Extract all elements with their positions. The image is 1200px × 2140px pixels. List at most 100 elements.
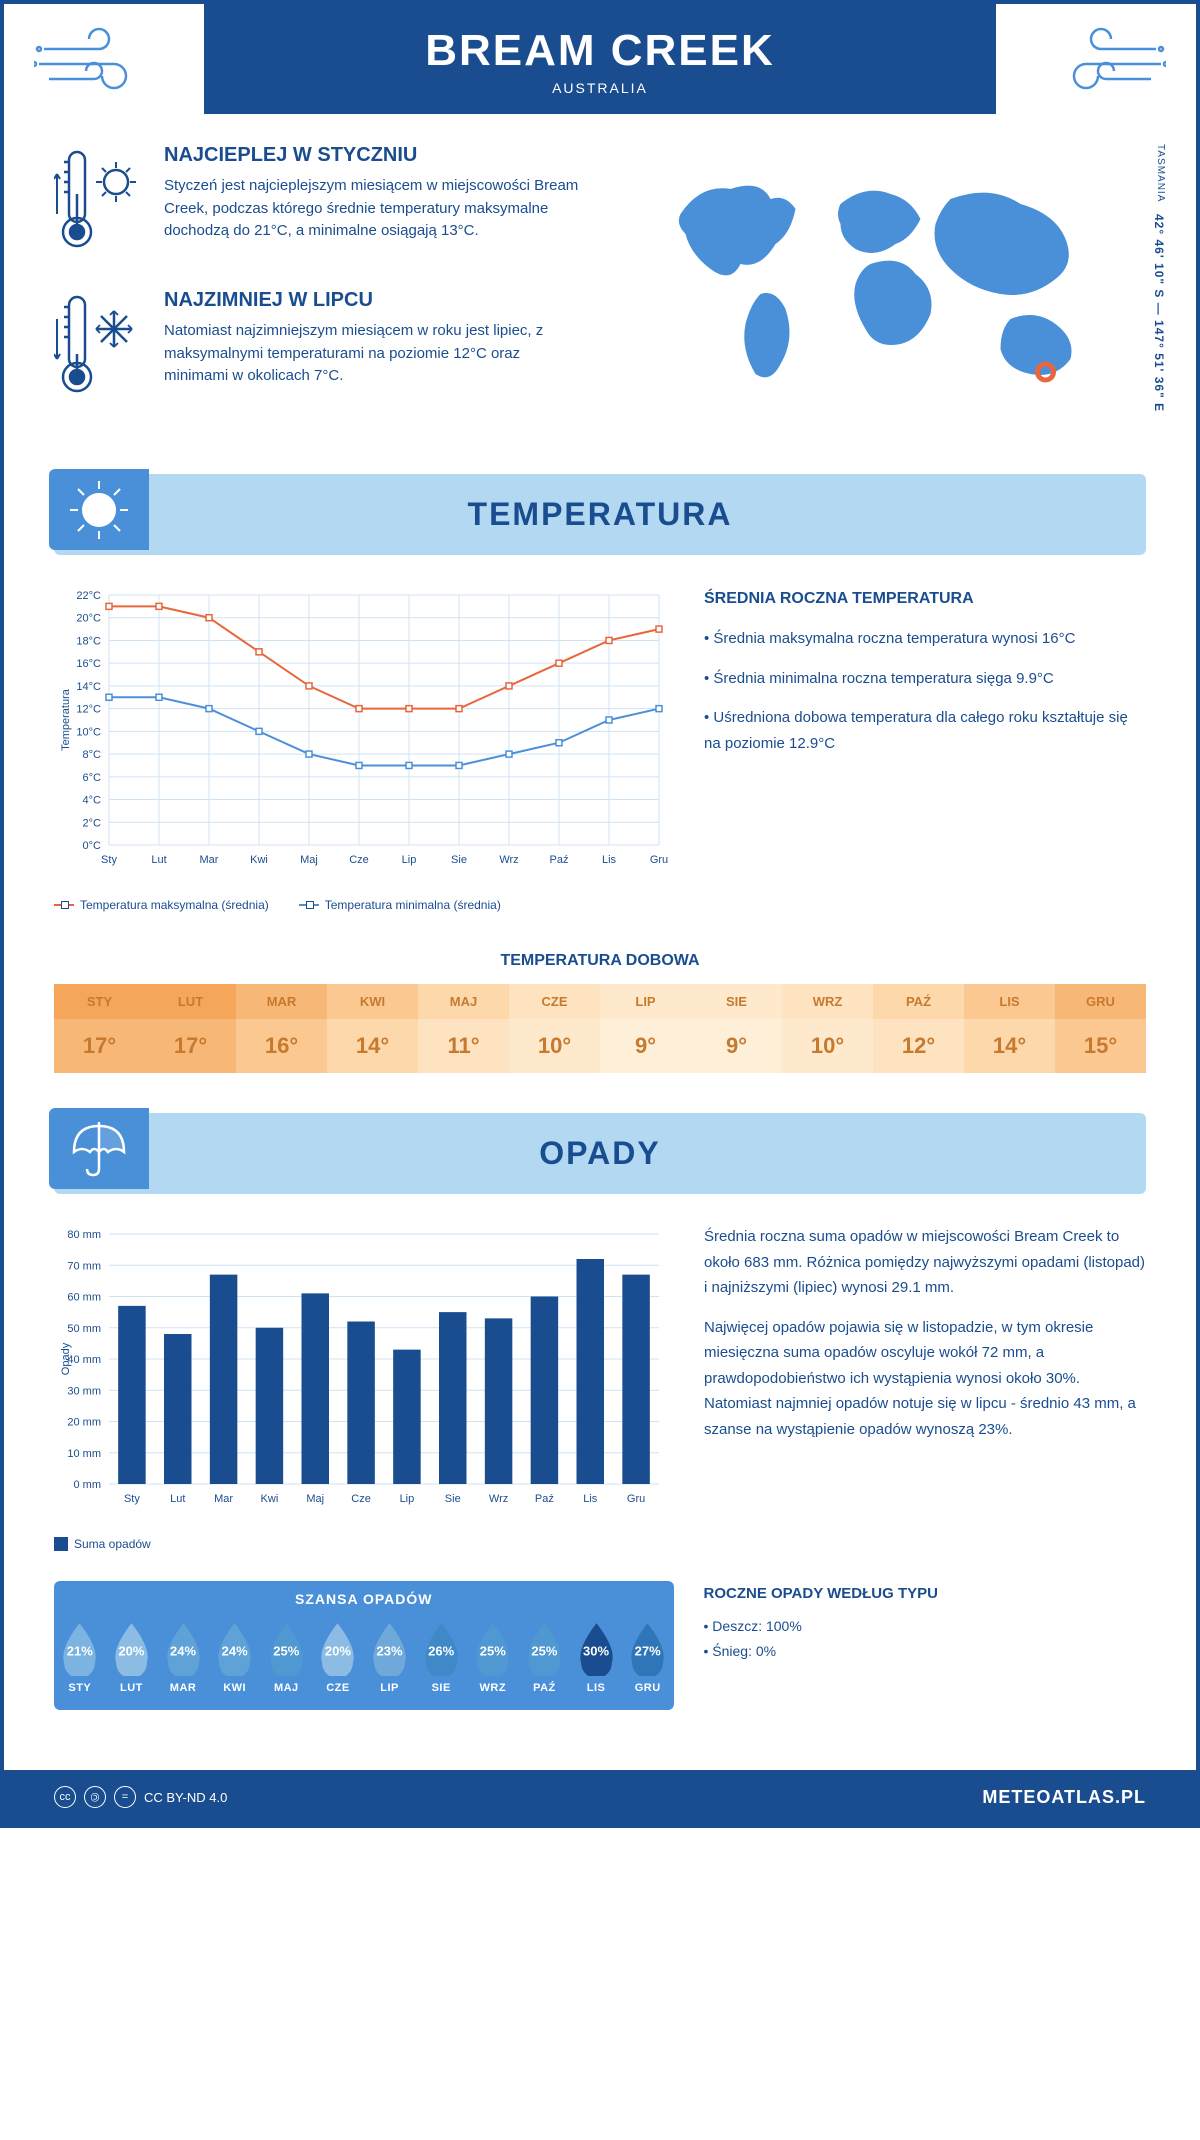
temperature-legend: Temperatura maksymalna (średnia) Temperat… [54,898,674,912]
precip-p1: Średnia roczna suma opadów w miejscowośc… [704,1224,1146,1301]
umbrella-icon [49,1108,149,1189]
daily-temp-cell: WRZ10° [782,984,873,1073]
svg-text:40 mm: 40 mm [67,1354,101,1366]
svg-text:Mar: Mar [214,1493,233,1505]
precip-legend-label: Suma opadów [74,1537,151,1551]
svg-text:Paź: Paź [550,854,569,866]
legend-item: Temperatura maksymalna (średnia) [54,898,269,912]
svg-text:Paź: Paź [535,1493,554,1505]
daily-temp-title: TEMPERATURA DOBOWA [4,952,1196,970]
svg-text:70 mm: 70 mm [67,1260,101,1272]
temp-summary-heading: ŚREDNIA ROCZNA TEMPERATURA [704,585,1146,612]
svg-text:4°C: 4°C [83,795,102,807]
rain-chance-drop: 25%PAŹ [522,1621,567,1694]
svg-text:50 mm: 50 mm [67,1323,101,1335]
rain-chance-drop: 23%LIP [367,1621,412,1694]
precip-by-type: ROCZNE OPADY WEDŁUG TYPU • Deszcz: 100%•… [704,1581,1147,1666]
nd-icon: = [114,1786,136,1808]
temperature-section-header: TEMPERATURA [54,474,1146,555]
svg-text:Kwi: Kwi [250,854,268,866]
temp-summary-point: • Średnia maksymalna roczna temperatura … [704,626,1146,652]
temperature-title: TEMPERATURA [54,496,1146,533]
precip-p2: Najwięcej opadów pojawia się w listopadz… [704,1315,1146,1443]
svg-text:Lut: Lut [151,854,166,866]
thermometer-snow-icon [54,289,144,404]
intro-section: NAJCIEPLEJ W STYCZNIU Styczeń jest najci… [4,114,1196,454]
svg-text:22°C: 22°C [76,590,101,602]
daily-temp-cell: KWI14° [327,984,418,1073]
svg-text:0°C: 0°C [83,840,102,852]
svg-text:Sty: Sty [124,1493,140,1505]
svg-text:30 mm: 30 mm [67,1385,101,1397]
warm-block: NAJCIEPLEJ W STYCZNIU Styczeń jest najci… [54,144,585,259]
region-label: TASMANIA [1155,144,1166,202]
svg-text:Lip: Lip [402,854,417,866]
daily-temp-cell: LIS14° [964,984,1055,1073]
svg-text:Mar: Mar [200,854,219,866]
legend-item: Temperatura minimalna (średnia) [299,898,501,912]
cold-body: Natomiast najzimniejszym miesiącem w rok… [164,320,585,388]
svg-text:80 mm: 80 mm [67,1229,101,1241]
svg-text:Gru: Gru [650,854,668,866]
wind-icon [1056,24,1166,109]
header: BREAM CREEK AUSTRALIA [4,4,1196,114]
svg-text:Wrz: Wrz [489,1493,508,1505]
location-title: BREAM CREEK [204,26,996,76]
warm-heading: NAJCIEPLEJ W STYCZNIU [164,144,585,167]
daily-temp-cell: CZE10° [509,984,600,1073]
svg-text:10°C: 10°C [76,726,101,738]
cold-block: NAJZIMNIEJ W LIPCU Natomiast najzimniejs… [54,289,585,404]
svg-text:Lis: Lis [583,1493,598,1505]
svg-text:Cze: Cze [349,854,369,866]
svg-text:0 mm: 0 mm [74,1479,102,1491]
svg-text:60 mm: 60 mm [67,1292,101,1304]
svg-text:18°C: 18°C [76,635,101,647]
world-map-icon [615,144,1146,404]
svg-text:12°C: 12°C [76,704,101,716]
warm-body: Styczeń jest najcieplejszym miesiącem w … [164,175,585,243]
rain-chance-drop: 21%STY [57,1621,102,1694]
cold-heading: NAJZIMNIEJ W LIPCU [164,289,585,312]
svg-text:Maj: Maj [300,854,318,866]
svg-text:14°C: 14°C [76,681,101,693]
precip-section-header: OPADY [54,1113,1146,1194]
daily-temp-cell: GRU15° [1055,984,1146,1073]
precip-type-heading: ROCZNE OPADY WEDŁUG TYPU [704,1581,1147,1607]
svg-text:Lip: Lip [400,1493,415,1505]
title-banner: BREAM CREEK AUSTRALIA [204,4,996,114]
daily-temp-cell: SIE9° [691,984,782,1073]
daily-temp-cell: STY17° [54,984,145,1073]
svg-text:Wrz: Wrz [499,854,518,866]
svg-text:Cze: Cze [351,1493,371,1505]
thermometer-sun-icon [54,144,144,259]
rain-chance-drop: 25%WRZ [470,1621,515,1694]
rain-chance-drop: 27%GRU [625,1621,670,1694]
cc-icon: cc [54,1786,76,1808]
temperature-chart: 0°C2°C4°C6°C8°C10°C12°C14°C16°C18°C20°C2… [54,585,674,912]
temp-summary-point: • Uśredniona dobowa temperatura dla całe… [704,705,1146,756]
svg-text:Maj: Maj [306,1493,324,1505]
rain-chance-drop: 26%SIE [419,1621,464,1694]
rain-chance-panel: SZANSA OPADÓW 21%STY20%LUT24%MAR24%KWI25… [54,1581,674,1710]
svg-text:Lis: Lis [602,854,617,866]
license: cc 🄯 = CC BY-ND 4.0 [54,1786,227,1808]
rain-chance-drop: 20%CZE [315,1621,360,1694]
svg-text:Sie: Sie [445,1493,461,1505]
sun-icon [49,469,149,550]
svg-text:Lut: Lut [170,1493,185,1505]
by-icon: 🄯 [84,1786,106,1808]
temp-summary-point: • Średnia minimalna roczna temperatura s… [704,666,1146,692]
daily-temp-cell: PAŹ12° [873,984,964,1073]
precip-chart: 0 mm10 mm20 mm30 mm40 mm50 mm60 mm70 mm8… [54,1224,674,1551]
precip-summary: Średnia roczna suma opadów w miejscowośc… [704,1224,1146,1551]
svg-text:20 mm: 20 mm [67,1417,101,1429]
precip-type-line: • Śnieg: 0% [704,1640,1147,1664]
svg-text:2°C: 2°C [83,817,102,829]
temperature-summary: ŚREDNIA ROCZNA TEMPERATURA • Średnia mak… [704,585,1146,912]
svg-text:Sie: Sie [451,854,467,866]
location-subtitle: AUSTRALIA [204,80,996,96]
precip-type-line: • Deszcz: 100% [704,1615,1147,1639]
svg-text:20°C: 20°C [76,613,101,625]
svg-text:Kwi: Kwi [261,1493,279,1505]
rain-chance-drop: 25%MAJ [264,1621,309,1694]
